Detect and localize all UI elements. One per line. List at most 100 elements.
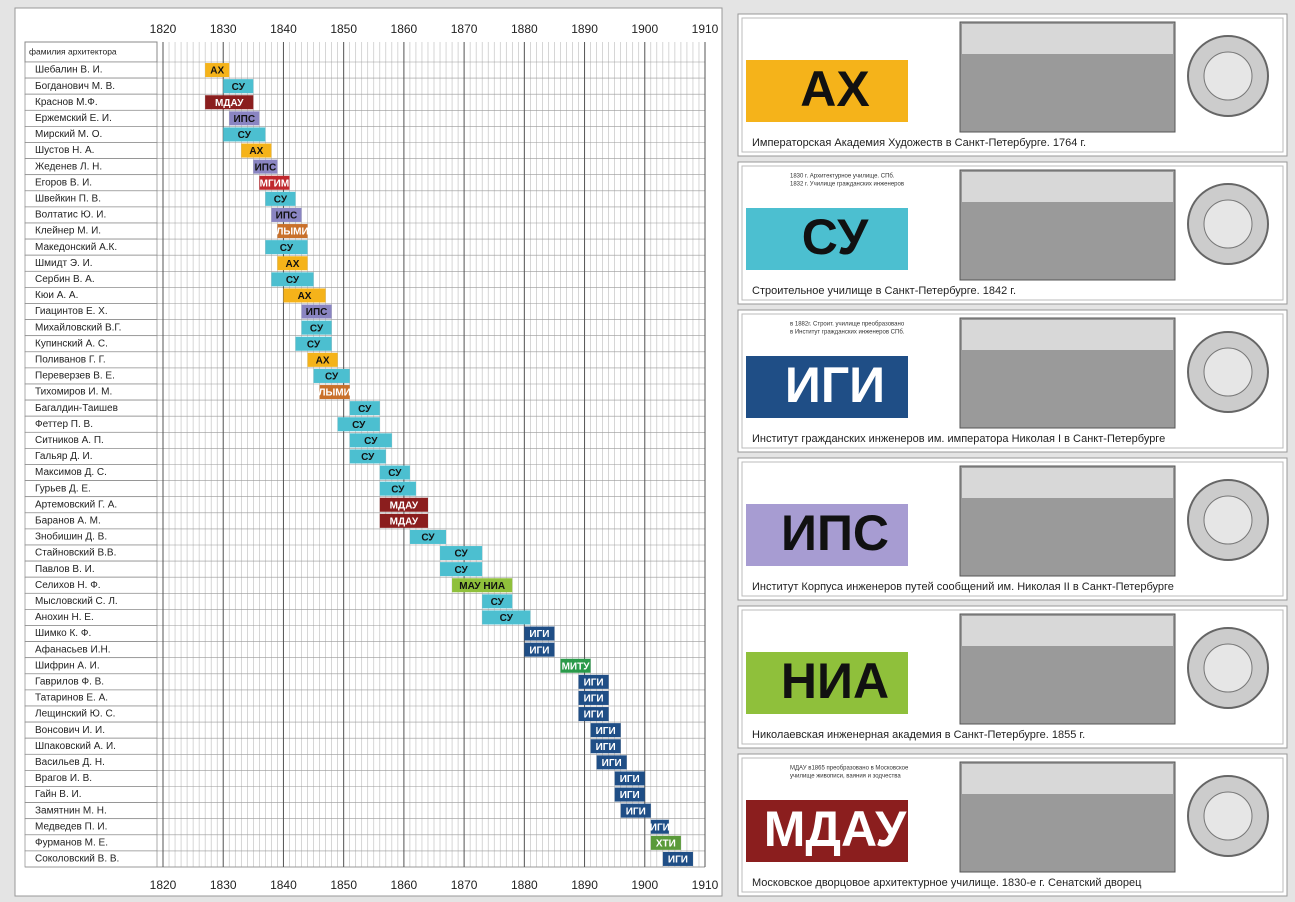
bar — [452, 578, 513, 593]
x-tick-label: 1860 — [391, 22, 418, 36]
bar-label: ИГИ — [602, 758, 622, 769]
bar-label: ЛЫМИ — [276, 227, 308, 238]
category-label: Стайновский В.В. — [35, 548, 116, 559]
bar — [614, 771, 645, 786]
category-label: Медведев П. И. — [35, 821, 107, 832]
photo-sky — [962, 616, 1173, 646]
bar — [614, 787, 645, 802]
note: МДАУ в1865 преобразовано в Московское — [790, 766, 909, 772]
bar-label: МИТУ — [562, 661, 591, 672]
category-label: Феттер П. В. — [35, 419, 93, 430]
category-label: Васильев Д. Н. — [35, 757, 105, 768]
bar-label: АХ — [298, 291, 312, 302]
bar — [440, 546, 483, 561]
bar — [277, 256, 308, 271]
bar — [205, 95, 254, 110]
bar-label: СУ — [286, 275, 300, 286]
category-label: Краснов М.Ф. — [35, 97, 98, 108]
category-label: Гаврилов Ф. В. — [35, 676, 104, 687]
x-tick-label: 1870 — [451, 22, 478, 36]
emblem-inner — [1203, 51, 1253, 101]
x-tick-label: 1830 — [210, 22, 237, 36]
bar-label: ИГИ — [596, 742, 616, 753]
category-label: Фурманов М. Е. — [35, 837, 108, 848]
bar-label: МДАУ — [390, 500, 419, 511]
bar-label: ИПС — [255, 162, 277, 173]
bar — [301, 320, 332, 335]
abbr: АХ — [800, 61, 869, 117]
emblem-inner — [1203, 791, 1253, 841]
bar — [524, 626, 555, 641]
emblem-inner — [1203, 347, 1253, 397]
bar-label: СУ — [361, 452, 375, 463]
bar — [205, 63, 230, 78]
category-label: Селихов Н. Ф. — [35, 580, 101, 591]
abbr: СУ — [802, 209, 869, 265]
bar — [578, 690, 609, 705]
bar-label: СУ — [352, 420, 366, 431]
bar-label: ИГИ — [584, 677, 604, 688]
bar — [241, 143, 272, 158]
x-tick-label-bottom: 1860 — [391, 878, 418, 892]
bar — [319, 385, 350, 400]
bar — [307, 352, 338, 367]
category-label: Мирский М. О. — [35, 129, 102, 140]
bar — [620, 803, 651, 818]
bar-label: МГИМ — [260, 178, 290, 189]
category-label: Мысловский С. Л. — [35, 596, 118, 607]
category-label: Лещинский Ю. С. — [35, 709, 115, 720]
bar — [349, 433, 392, 448]
bar-label: СУ — [491, 597, 505, 608]
bar-label: ИПС — [276, 211, 298, 222]
bar — [379, 481, 416, 496]
bar-label: СУ — [454, 549, 468, 560]
caption: Институт Корпуса инженеров путей сообщен… — [752, 581, 1174, 593]
bar — [265, 191, 296, 206]
abbr: МДАУ — [764, 801, 907, 857]
bar-label: МДАУ — [390, 516, 419, 527]
category-label: Клейнер М. И. — [35, 226, 101, 237]
bar — [379, 497, 428, 512]
abbr-box — [746, 652, 908, 714]
bar — [229, 111, 260, 126]
x-tick-label-bottom: 1900 — [631, 878, 658, 892]
abbr-box — [746, 208, 908, 270]
bar-label: ИГИ — [584, 710, 604, 721]
bar-label: СУ — [307, 339, 321, 350]
note: 1830 г. Архитектурное училище. СПб. — [790, 174, 895, 180]
category-label: Сербин В. А. — [35, 273, 95, 285]
caption: Институт гражданских инженеров им. импер… — [752, 433, 1165, 445]
category-label: Жеденев Л. Н. — [35, 161, 102, 172]
emblem-inner — [1203, 643, 1253, 693]
abbr: НИА — [781, 653, 889, 709]
bar-label: ИГИ — [626, 806, 646, 817]
category-label: Шпаковский А. И. — [35, 741, 116, 752]
bar — [349, 401, 380, 416]
category-label: Михайловский В.Г. — [35, 322, 121, 333]
bar-label: СУ — [454, 565, 468, 576]
bar-label: ИГИ — [620, 790, 640, 801]
panel-inner — [741, 461, 1284, 597]
category-label: Поливанов Г. Г. — [35, 354, 106, 365]
x-tick-label: 1850 — [330, 22, 357, 36]
emblem-inner — [1203, 495, 1253, 545]
bar-label: АХ — [210, 66, 224, 77]
note: 1832 г. Училище гражданских инженеров — [790, 182, 904, 188]
caption: Николаевская инженерная академия в Санкт… — [752, 729, 1085, 741]
x-tick-label-bottom: 1830 — [210, 878, 237, 892]
bar — [265, 240, 308, 255]
bar-label: СУ — [280, 243, 294, 254]
x-tick-label-bottom: 1870 — [451, 878, 478, 892]
bar — [482, 594, 513, 609]
bar — [253, 159, 278, 174]
x-tick-label-bottom: 1820 — [150, 878, 177, 892]
category-label: Гурьев Д. Е. — [35, 483, 91, 494]
bar-label: СУ — [310, 323, 324, 334]
category-label: Вонсович И. И. — [35, 725, 105, 736]
category-label: Багалдин-Таишев — [35, 403, 118, 414]
caption: Московское дворцовое архитектурное учили… — [752, 877, 1142, 889]
photo-sky — [962, 764, 1173, 794]
x-tick-label-bottom: 1890 — [571, 878, 598, 892]
category-label: Баранов А. М. — [35, 515, 101, 526]
bar-label: СУ — [325, 372, 339, 383]
